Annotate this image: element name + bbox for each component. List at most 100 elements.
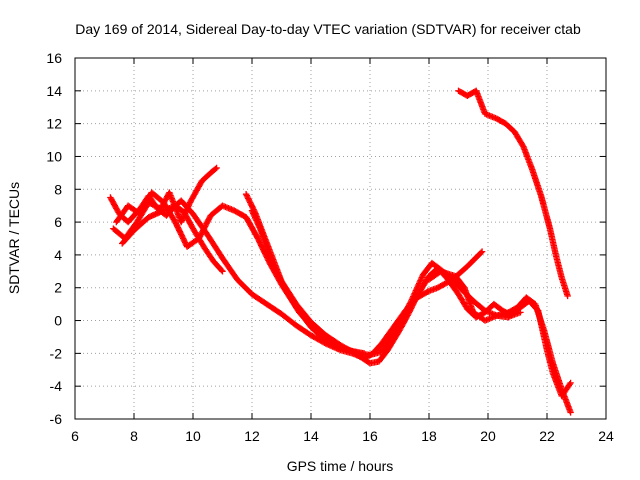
data-point <box>409 294 416 302</box>
data-point <box>406 300 414 307</box>
data-point <box>395 321 402 328</box>
data-point <box>399 312 407 320</box>
chart-title: Day 169 of 2014, Sidereal Day-to-day VTE… <box>75 21 581 37</box>
x-tick-label: 22 <box>539 428 555 444</box>
data-point <box>564 292 571 300</box>
data-point <box>219 268 226 275</box>
data-point <box>270 264 278 271</box>
data-point <box>407 299 414 306</box>
data-point <box>394 322 402 330</box>
data-point <box>273 269 281 277</box>
y-tick-label: 12 <box>46 116 62 132</box>
data-point <box>397 318 404 325</box>
data-points <box>107 87 574 416</box>
data-point <box>417 275 425 283</box>
data-point <box>417 277 424 284</box>
data-point <box>567 379 574 387</box>
series-arc-7 <box>425 268 574 400</box>
data-point <box>279 281 287 288</box>
x-tick-label: 16 <box>362 428 378 444</box>
data-point <box>402 308 409 316</box>
x-tick-label: 10 <box>185 428 201 444</box>
data-point <box>477 249 485 256</box>
plot-frame <box>74 57 607 420</box>
data-point <box>566 381 573 388</box>
data-point <box>415 281 422 289</box>
data-point <box>394 324 401 331</box>
data-point <box>567 409 574 416</box>
data-point <box>277 276 284 284</box>
data-point <box>280 282 287 289</box>
data-point <box>213 164 220 172</box>
x-tick-label: 20 <box>480 428 496 444</box>
data-point <box>218 267 225 274</box>
data-point <box>414 284 421 291</box>
data-point <box>403 306 411 313</box>
data-point <box>414 283 422 290</box>
data-point <box>271 265 279 273</box>
data-point <box>393 325 400 332</box>
data-point <box>397 317 405 324</box>
y-tick-label: 2 <box>54 280 62 296</box>
data-point <box>396 319 403 327</box>
data-point <box>272 267 279 274</box>
y-tick-label: 4 <box>54 247 62 263</box>
x-axis-label: GPS time / hours <box>287 458 394 474</box>
x-tick-label: 12 <box>244 428 260 444</box>
data-point <box>405 301 413 309</box>
y-tick-label: 16 <box>46 50 62 66</box>
x-tick-label: 14 <box>303 428 319 444</box>
data-point <box>411 290 418 297</box>
data-point <box>404 304 411 312</box>
data-point <box>281 283 288 291</box>
data-point <box>279 279 286 287</box>
data-point <box>276 274 283 281</box>
data-point <box>276 275 284 282</box>
data-point <box>410 293 417 300</box>
data-point <box>413 285 420 293</box>
y-tick-label: 6 <box>54 214 62 230</box>
y-tick-label: -6 <box>50 411 63 427</box>
x-tick-label: 8 <box>130 428 138 444</box>
series-arc-8 <box>455 87 571 300</box>
x-tick-label: 18 <box>421 428 437 444</box>
data-point <box>424 288 431 295</box>
y-tick-label: -2 <box>50 345 63 361</box>
data-point <box>270 262 277 270</box>
y-tick-label: 0 <box>54 313 62 329</box>
data-point <box>274 271 282 278</box>
data-point <box>399 314 406 321</box>
data-point <box>338 344 346 351</box>
y-tick-label: 14 <box>46 83 62 99</box>
data-point <box>281 285 289 292</box>
data-point <box>412 287 420 294</box>
y-tick-label: 8 <box>54 181 62 197</box>
data-point <box>400 311 408 319</box>
data-point <box>405 303 412 310</box>
x-tick-label: 6 <box>71 428 79 444</box>
data-point <box>418 274 425 281</box>
y-tick-label: -4 <box>50 378 63 394</box>
data-point <box>398 315 405 323</box>
x-tick-label: 24 <box>598 428 614 444</box>
data-point <box>273 268 280 275</box>
data-point <box>416 278 424 286</box>
data-point <box>269 261 276 268</box>
data-point <box>415 280 423 287</box>
data-point <box>275 272 282 280</box>
data-point <box>408 297 415 305</box>
y-tick-label: 10 <box>46 148 62 164</box>
data-point <box>402 307 410 314</box>
y-tick-labels: -6 -4 -2 0 2 4 6 8 10 12 14 16 <box>46 50 62 427</box>
grid <box>75 58 606 419</box>
data-point <box>212 165 219 173</box>
x-tick-labels: 6 8 10 12 14 16 18 20 22 24 <box>71 428 614 444</box>
y-axis-label: SDTVAR / TECUs <box>6 182 22 294</box>
data-point <box>408 296 416 303</box>
data-point <box>410 291 418 299</box>
data-point <box>412 288 419 296</box>
data-point <box>478 248 486 255</box>
data-point <box>401 310 408 317</box>
